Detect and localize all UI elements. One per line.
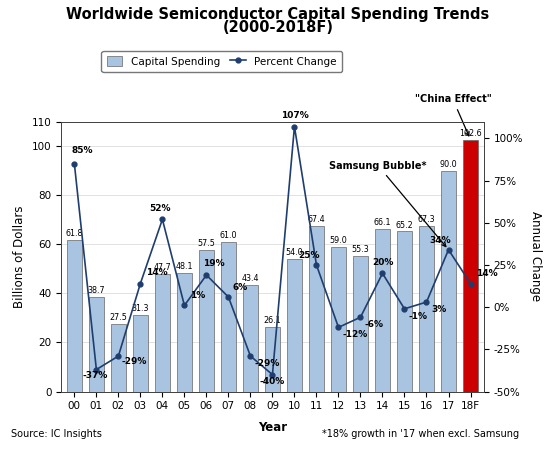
Text: 67.4: 67.4 bbox=[307, 215, 325, 224]
Text: 65.2: 65.2 bbox=[396, 220, 413, 230]
Text: 27.5: 27.5 bbox=[110, 313, 127, 322]
Text: 47.7: 47.7 bbox=[153, 263, 171, 272]
Bar bbox=[287, 259, 302, 392]
Text: 102.6: 102.6 bbox=[459, 129, 482, 138]
Text: Source: IC Insights: Source: IC Insights bbox=[11, 429, 102, 439]
Text: 14%: 14% bbox=[476, 270, 498, 279]
Text: -1%: -1% bbox=[409, 311, 428, 320]
Bar bbox=[397, 231, 412, 392]
Text: "China Effect": "China Effect" bbox=[415, 94, 492, 136]
Text: Year: Year bbox=[258, 421, 287, 434]
Bar bbox=[331, 247, 346, 392]
Text: 3%: 3% bbox=[431, 305, 446, 314]
Bar bbox=[353, 256, 368, 392]
Text: 61.0: 61.0 bbox=[220, 231, 237, 240]
Y-axis label: Billions of Dollars: Billions of Dollars bbox=[13, 205, 26, 308]
Bar bbox=[265, 328, 280, 392]
Bar bbox=[375, 229, 390, 392]
Text: 6%: 6% bbox=[233, 283, 248, 292]
Text: (2000-2018F): (2000-2018F) bbox=[222, 20, 334, 35]
Text: 43.4: 43.4 bbox=[242, 274, 259, 283]
Text: 61.8: 61.8 bbox=[66, 229, 83, 238]
Text: -37%: -37% bbox=[83, 371, 108, 380]
Text: Samsung Bubble*: Samsung Bubble* bbox=[329, 161, 446, 247]
Text: 57.5: 57.5 bbox=[197, 239, 215, 248]
Bar bbox=[198, 250, 214, 392]
Bar bbox=[155, 274, 170, 392]
Bar bbox=[67, 240, 82, 392]
Text: 59.0: 59.0 bbox=[330, 236, 348, 245]
Bar bbox=[309, 226, 324, 392]
Bar bbox=[177, 274, 192, 392]
Text: 25%: 25% bbox=[298, 251, 320, 260]
Text: 26.1: 26.1 bbox=[264, 316, 281, 325]
Text: 66.1: 66.1 bbox=[374, 218, 391, 227]
Text: 107%: 107% bbox=[281, 111, 309, 120]
Legend: Capital Spending, Percent Change: Capital Spending, Percent Change bbox=[102, 51, 342, 72]
Text: 20%: 20% bbox=[372, 257, 393, 266]
Text: -6%: -6% bbox=[365, 320, 384, 329]
Text: 54.0: 54.0 bbox=[286, 248, 303, 257]
Text: Worldwide Semiconductor Capital Spending Trends: Worldwide Semiconductor Capital Spending… bbox=[66, 7, 490, 22]
Text: 67.3: 67.3 bbox=[418, 216, 435, 225]
Bar bbox=[441, 171, 456, 392]
Text: 14%: 14% bbox=[146, 268, 167, 277]
Text: -40%: -40% bbox=[260, 378, 285, 387]
Text: 55.3: 55.3 bbox=[351, 245, 369, 254]
Text: 19%: 19% bbox=[203, 259, 225, 268]
Text: 90.0: 90.0 bbox=[440, 160, 458, 169]
Bar bbox=[111, 324, 126, 392]
Bar bbox=[133, 315, 148, 392]
Text: -12%: -12% bbox=[343, 330, 368, 339]
Text: -29%: -29% bbox=[255, 359, 280, 368]
Text: 38.7: 38.7 bbox=[87, 286, 105, 295]
Text: 34%: 34% bbox=[429, 236, 450, 245]
Bar bbox=[463, 140, 478, 392]
Text: 31.3: 31.3 bbox=[132, 304, 149, 313]
Text: 85%: 85% bbox=[71, 146, 92, 155]
Text: 48.1: 48.1 bbox=[176, 262, 193, 271]
Bar bbox=[419, 226, 434, 392]
Text: 52%: 52% bbox=[150, 203, 171, 213]
Text: -29%: -29% bbox=[122, 357, 147, 366]
Bar bbox=[221, 242, 236, 392]
Bar bbox=[243, 285, 258, 392]
Text: 1%: 1% bbox=[190, 292, 205, 301]
Bar bbox=[88, 297, 104, 392]
Y-axis label: Annual Change: Annual Change bbox=[529, 212, 543, 302]
Text: *18% growth in '17 when excl. Samsung: *18% growth in '17 when excl. Samsung bbox=[322, 429, 520, 439]
